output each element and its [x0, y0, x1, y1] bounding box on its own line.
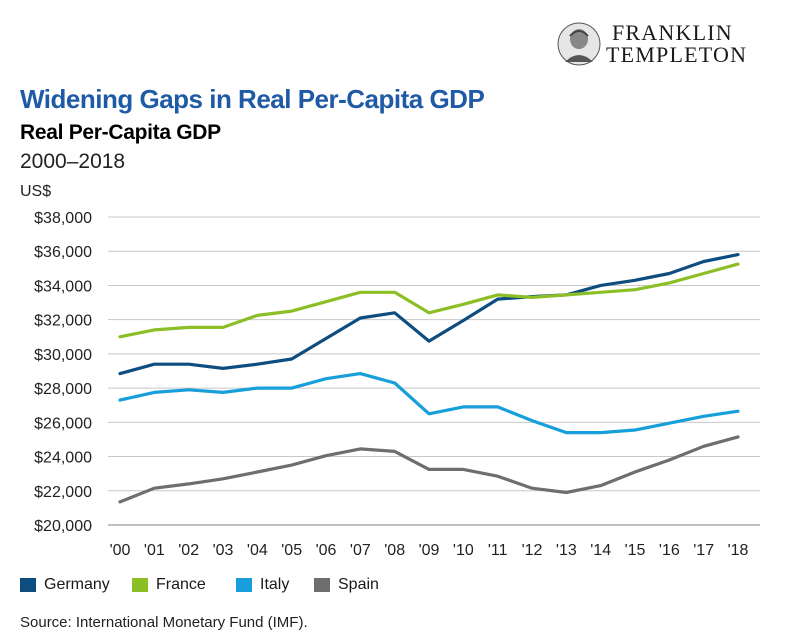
- brand-logo: FRANKLIN TEMPLETON: [556, 22, 756, 68]
- legend-item-germany: Germany: [20, 576, 110, 594]
- x-tick-label: '16: [659, 542, 680, 559]
- legend-item-spain: Spain: [314, 576, 379, 594]
- legend-label: Italy: [260, 576, 290, 593]
- x-tick-label: '17: [693, 542, 714, 559]
- series-line-france: [118, 262, 740, 339]
- source-note: Source: International Monetary Fund (IMF…: [20, 614, 308, 631]
- x-tick-label: '05: [281, 542, 302, 559]
- x-tick-label: '14: [590, 542, 611, 559]
- x-tick-label: '13: [556, 542, 577, 559]
- x-tick-label: '01: [144, 542, 165, 559]
- legend-swatch: [20, 578, 36, 592]
- y-axis-unit: US$: [20, 183, 52, 200]
- x-tick-label: '03: [213, 542, 234, 559]
- legend-item-france: France: [132, 576, 206, 594]
- x-tick-label: '15: [625, 542, 646, 559]
- chart-subtitle: Real Per-Capita GDP: [20, 121, 221, 144]
- chart-title: Widening Gaps in Real Per-Capita GDP: [20, 84, 485, 114]
- series-line-italy: [118, 372, 740, 435]
- y-tick-label: $30,000: [34, 347, 92, 364]
- x-tick-label: '09: [419, 542, 440, 559]
- y-tick-label: $28,000: [34, 381, 92, 398]
- franklin-portrait-icon: [557, 22, 601, 66]
- x-tick-label: '06: [316, 542, 337, 559]
- legend-label: France: [156, 576, 206, 593]
- x-tick-label: '10: [453, 542, 474, 559]
- y-tick-label: $38,000: [34, 210, 92, 227]
- y-tick-label: $36,000: [34, 244, 92, 261]
- series-line-germany: [118, 253, 740, 376]
- legend-label: Spain: [338, 576, 379, 593]
- x-tick-label: '08: [384, 542, 405, 559]
- legend-swatch: [236, 578, 252, 592]
- series-line-spain: [118, 435, 740, 504]
- x-tick-label: '18: [728, 542, 749, 559]
- y-tick-label: $24,000: [34, 450, 92, 467]
- legend-item-italy: Italy: [236, 576, 289, 594]
- x-tick-label: '11: [488, 542, 508, 559]
- x-tick-label: '04: [247, 542, 268, 559]
- legend-label: Germany: [44, 576, 110, 593]
- y-tick-label: $20,000: [34, 518, 92, 535]
- date-range: 2000–2018: [20, 150, 126, 173]
- x-tick-label: '00: [110, 542, 131, 559]
- y-tick-label: $32,000: [34, 313, 92, 330]
- x-tick-label: '07: [350, 542, 371, 559]
- y-tick-label: $34,000: [34, 278, 92, 295]
- legend-swatch: [314, 578, 330, 592]
- legend-swatch: [132, 578, 148, 592]
- y-tick-label: $26,000: [34, 415, 92, 432]
- brand-line-2: TEMPLETON: [606, 42, 748, 67]
- x-tick-label: '12: [522, 542, 543, 559]
- x-tick-label: '02: [178, 542, 199, 559]
- y-tick-label: $22,000: [34, 484, 92, 501]
- brand-line-1: FRANKLIN: [612, 20, 733, 45]
